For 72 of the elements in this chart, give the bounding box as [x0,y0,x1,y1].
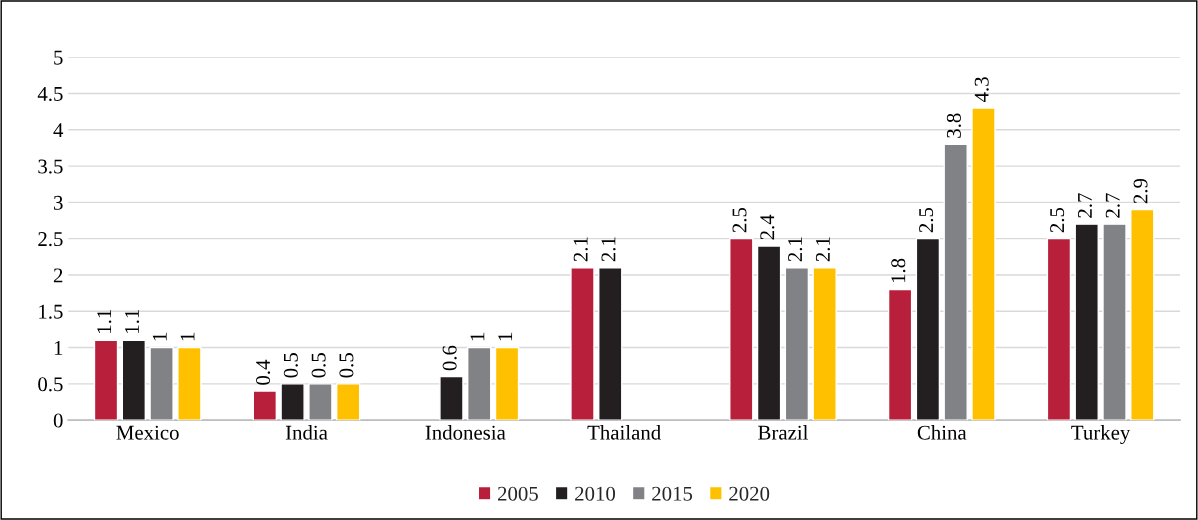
data-label: 2.1 [573,237,588,262]
data-label: 2.4 [760,214,775,240]
data-label: 2.1 [815,237,830,262]
data-label: 2.7 [1077,193,1093,218]
y-tick-label: 3 [54,195,63,210]
data-label: 2.5 [1050,207,1065,233]
legend-label: 2005 [497,486,538,501]
data-label: 3.8 [946,113,961,138]
bar [335,383,361,421]
data-label: 4.3 [974,77,989,103]
y-tick-label: 4.5 [37,87,63,102]
x-tick-label: Turkey [1071,425,1131,444]
y-tick-label: 2 [53,268,63,283]
data-label: 0.5 [339,353,354,378]
data-label: 2.1 [788,237,803,262]
y-tick-label: 0.5 [38,377,63,392]
data-label: 2.1 [601,237,616,262]
bar [1046,237,1072,421]
bar [93,339,119,421]
legend-label: 2010 [575,486,616,501]
y-tick-label: 0 [53,413,63,428]
data-label: 0.4 [255,359,271,385]
data-label: 1.1 [97,309,112,333]
bar [1102,223,1127,421]
x-tick-label: Brazil [758,425,809,440]
bar [280,383,305,421]
bar [177,346,202,421]
bar [494,346,520,421]
bar [467,346,492,421]
data-label: 2.5 [919,207,934,233]
bar [971,107,996,421]
data-label: 2.9 [1133,178,1148,204]
data-label: 2.5 [732,207,747,233]
x-tick-label: Thailand [587,425,661,440]
data-label: 1 [152,332,167,341]
data-label: 1.8 [891,258,906,283]
bar [439,375,464,421]
bar [943,143,968,421]
data-label: 1 [498,332,513,341]
x-tick-label: Indonesia [425,425,506,440]
x-tick-label: Mexico [116,425,179,440]
y-tick-label: 3.5 [38,159,63,174]
bar [812,267,837,421]
bar [756,245,782,421]
data-label: 1 [180,332,195,341]
y-tick-label: 5 [54,50,63,65]
x-tick-label: India [285,425,328,440]
bar [784,267,810,421]
data-label: 0.5 [311,353,326,378]
data-label: 0.6 [442,345,457,371]
bar [121,339,147,421]
bar [1130,208,1155,421]
data-label: 1 [470,332,485,341]
bar [570,267,595,421]
bar [1074,223,1099,421]
data-label: 1.1 [125,309,140,333]
data-label: 0.5 [283,353,298,378]
legend-label: 2020 [729,486,770,501]
y-tick-label: 4 [53,123,64,138]
legend-label: 2015 [652,486,693,501]
bar [149,346,174,421]
y-tick-label: 2.5 [38,232,63,247]
y-tick-label: 1 [54,341,63,355]
bar [887,288,913,421]
y-tick-label: 1.5 [39,304,63,319]
bar [598,267,623,421]
bar [308,383,333,421]
x-tick-label: China [917,425,967,440]
data-label: 2.7 [1105,193,1120,218]
bar [252,390,278,421]
bar [729,237,754,421]
bar [915,237,941,421]
